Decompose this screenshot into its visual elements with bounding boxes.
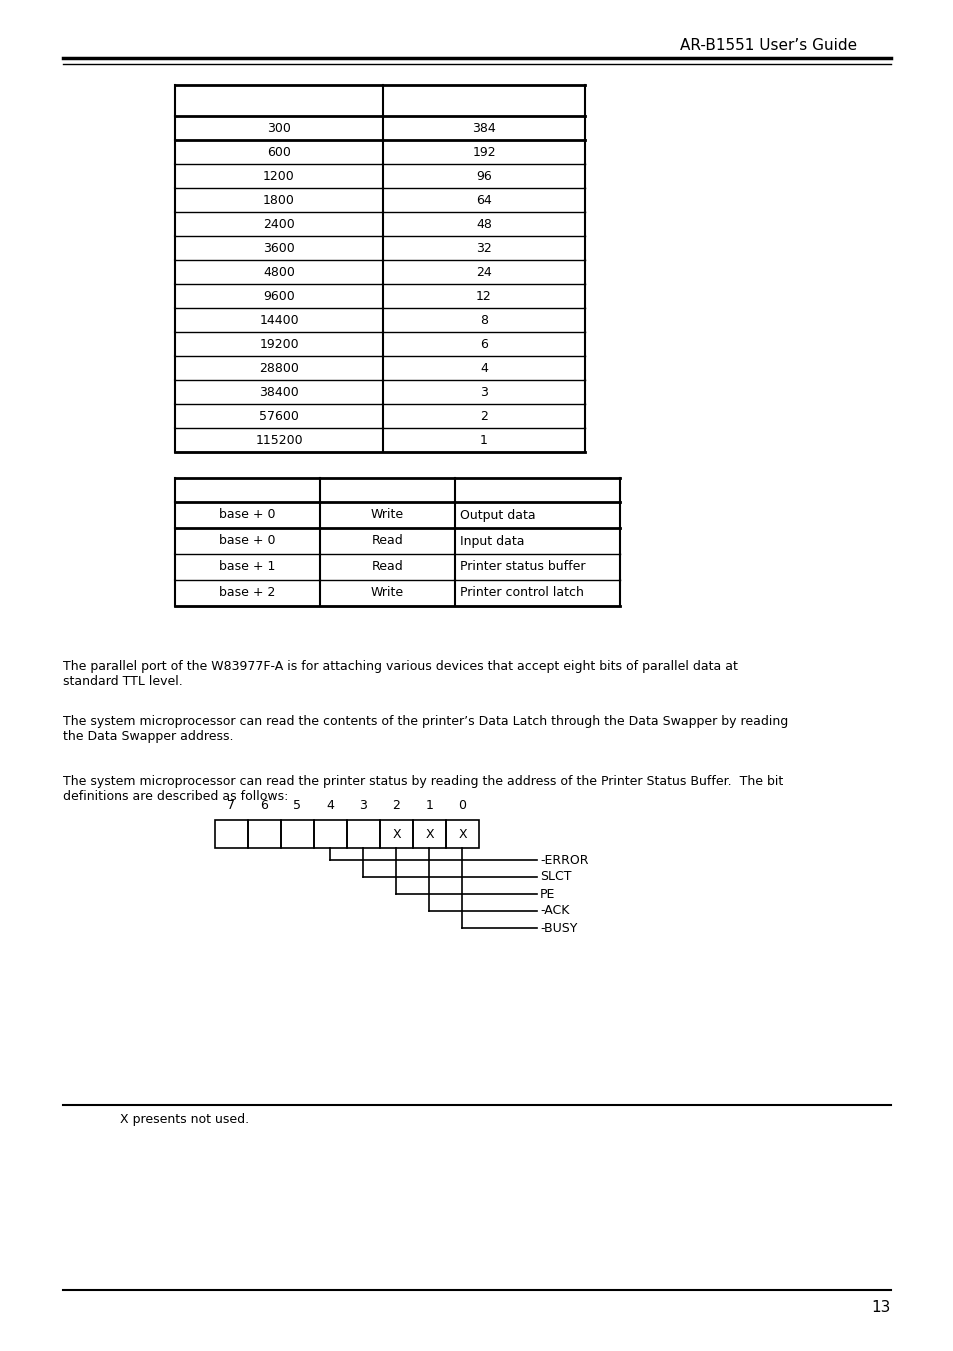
Text: SLCT: SLCT: [539, 870, 571, 884]
Bar: [281, 820, 314, 848]
Text: 14400: 14400: [259, 313, 298, 327]
Text: Input data: Input data: [459, 535, 524, 547]
Text: 57600: 57600: [259, 409, 298, 423]
Text: Write: Write: [371, 508, 404, 521]
Text: 12: 12: [476, 289, 492, 303]
Text: 3: 3: [359, 798, 367, 812]
Bar: [379, 820, 413, 848]
Text: 3: 3: [479, 385, 487, 399]
Text: definitions are described as follows:: definitions are described as follows:: [63, 790, 288, 802]
Text: 2400: 2400: [263, 218, 294, 231]
Text: 1200: 1200: [263, 169, 294, 182]
Text: PE: PE: [539, 888, 555, 901]
Text: 96: 96: [476, 169, 492, 182]
Text: X: X: [457, 828, 466, 840]
Text: X: X: [425, 828, 434, 840]
Text: 4800: 4800: [263, 266, 294, 278]
Text: 9600: 9600: [263, 289, 294, 303]
Text: 0: 0: [458, 798, 466, 812]
Text: base + 0: base + 0: [219, 535, 275, 547]
Text: -BUSY: -BUSY: [539, 921, 577, 935]
Bar: [214, 820, 248, 848]
Text: 4: 4: [326, 798, 335, 812]
Text: X: X: [392, 828, 400, 840]
Text: 600: 600: [267, 146, 291, 158]
Text: 38400: 38400: [259, 385, 298, 399]
Text: 1: 1: [479, 434, 487, 446]
Text: 1: 1: [425, 798, 433, 812]
Bar: [248, 820, 281, 848]
Text: AR-B1551 User’s Guide: AR-B1551 User’s Guide: [679, 38, 856, 53]
Bar: [347, 820, 379, 848]
Text: base + 0: base + 0: [219, 508, 275, 521]
Text: Read: Read: [372, 561, 403, 574]
Text: The parallel port of the W83977F-A is for attaching various devices that accept : The parallel port of the W83977F-A is fo…: [63, 661, 737, 673]
Text: 6: 6: [479, 338, 487, 350]
Text: Printer control latch: Printer control latch: [459, 586, 583, 600]
Text: -ACK: -ACK: [539, 905, 569, 917]
Bar: [446, 820, 478, 848]
Text: 8: 8: [479, 313, 488, 327]
Text: 2: 2: [479, 409, 487, 423]
Text: -ERROR: -ERROR: [539, 854, 588, 866]
Text: Read: Read: [372, 535, 403, 547]
Text: Write: Write: [371, 586, 404, 600]
Text: the Data Swapper address.: the Data Swapper address.: [63, 730, 233, 743]
Text: 192: 192: [472, 146, 496, 158]
Text: The system microprocessor can read the contents of the printer’s Data Latch thro: The system microprocessor can read the c…: [63, 715, 787, 728]
Text: 5: 5: [294, 798, 301, 812]
Text: 24: 24: [476, 266, 492, 278]
Text: base + 1: base + 1: [219, 561, 275, 574]
Bar: [314, 820, 347, 848]
Text: 32: 32: [476, 242, 492, 254]
Text: Output data: Output data: [459, 508, 535, 521]
Text: 7: 7: [227, 798, 235, 812]
Text: X presents not used.: X presents not used.: [120, 1113, 249, 1125]
Text: The system microprocessor can read the printer status by reading the address of : The system microprocessor can read the p…: [63, 775, 782, 788]
Text: 300: 300: [267, 122, 291, 135]
Text: 13: 13: [871, 1300, 890, 1315]
Text: 2: 2: [392, 798, 400, 812]
Text: 115200: 115200: [254, 434, 302, 446]
Text: 28800: 28800: [259, 362, 298, 374]
Text: base + 2: base + 2: [219, 586, 275, 600]
Text: 64: 64: [476, 193, 492, 207]
Text: 48: 48: [476, 218, 492, 231]
Text: standard TTL level.: standard TTL level.: [63, 676, 183, 688]
Text: Printer status buffer: Printer status buffer: [459, 561, 585, 574]
Text: 19200: 19200: [259, 338, 298, 350]
Bar: [413, 820, 446, 848]
Text: 384: 384: [472, 122, 496, 135]
Text: 4: 4: [479, 362, 487, 374]
Text: 6: 6: [260, 798, 268, 812]
Text: 3600: 3600: [263, 242, 294, 254]
Text: 1800: 1800: [263, 193, 294, 207]
